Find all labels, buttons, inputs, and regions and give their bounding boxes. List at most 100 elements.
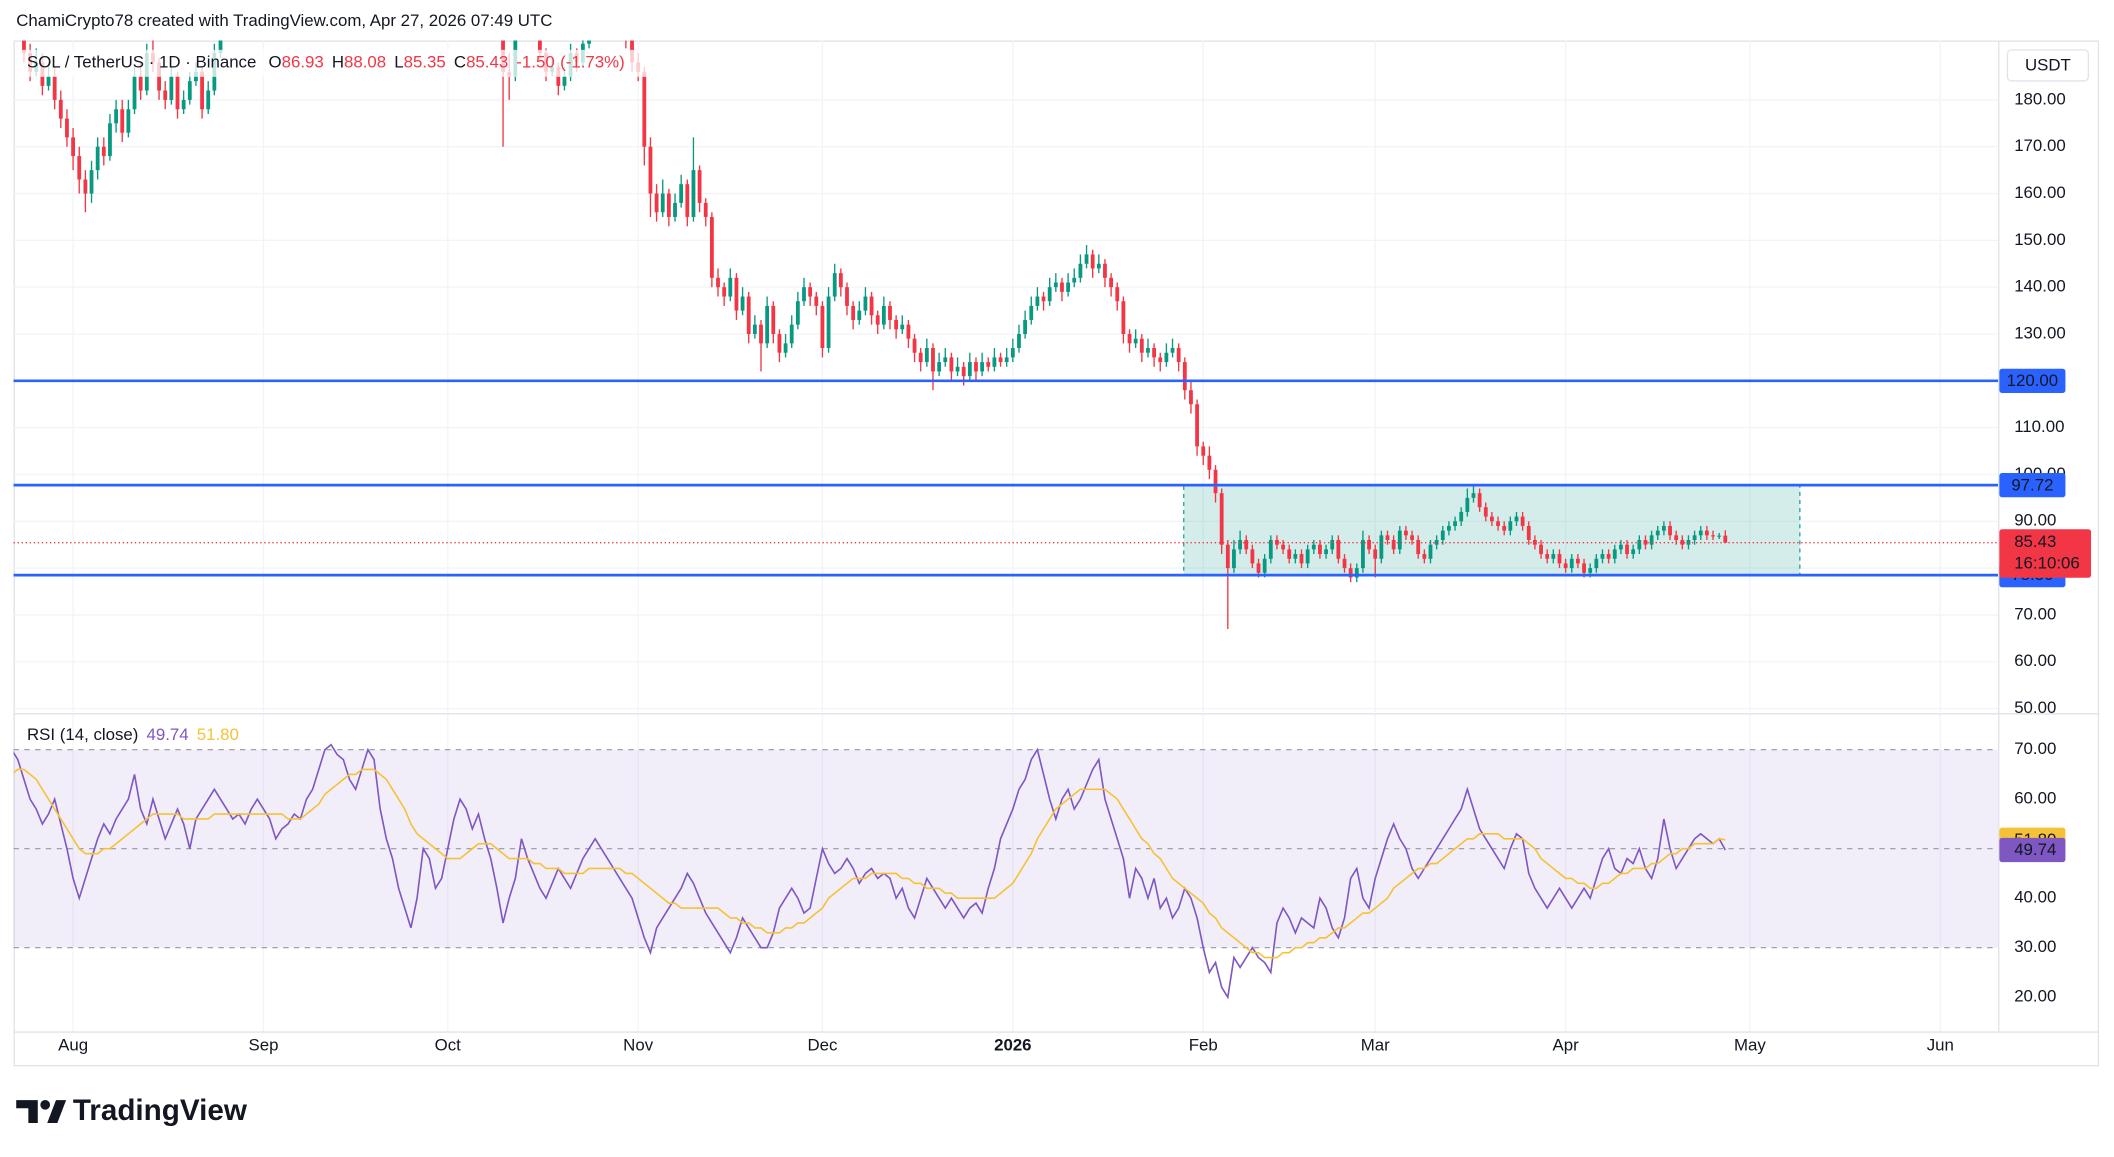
candle-body [1612,549,1617,559]
attribution: ChamiCrypto78 created with TradingView.c… [16,11,552,30]
logo-t [16,1100,38,1124]
candle-body [1287,549,1292,559]
candle-body [1109,277,1114,288]
x-tick-label: Dec [807,1036,837,1055]
candle-body [1447,525,1451,531]
candle-body [1164,352,1169,363]
x-tick-label: Mar [1361,1036,1390,1055]
candle-body [1133,338,1138,344]
candle-body [691,170,696,217]
rsi-tick-label: 40.00 [2014,888,2056,907]
candle-body [900,324,905,330]
candle-body [1698,530,1703,536]
candle-body [1293,554,1298,559]
candle-body [1465,497,1470,512]
candle-body [1704,530,1709,536]
candle-body [881,305,886,325]
currency-button[interactable] [2006,49,2090,82]
change-pct: (-1.73%) [560,53,625,72]
candle-body [1385,535,1390,541]
candle-body [1195,404,1199,447]
candle-body [1496,521,1500,526]
candle-body [1053,282,1058,288]
candle-body [1643,540,1648,545]
candle-body [1238,540,1242,550]
candle-body [1618,544,1623,550]
candle-body [1268,540,1273,559]
candle-body [814,296,819,306]
candle-body [1539,544,1543,555]
candle-body [1305,549,1310,564]
candle-body [1649,535,1654,545]
candle-body [1692,535,1697,541]
level-label-box [1999,473,2066,498]
candle-body [845,287,849,306]
chart-frame [13,40,2100,1067]
candle-body [1250,549,1255,564]
candle-body [1391,540,1396,550]
candle-body [52,76,57,100]
rsi-legend-value: 51.80 [197,726,239,745]
candle-body [777,334,782,353]
change: -1.50 [516,53,554,72]
x-tick-label: Nov [623,1036,654,1055]
candle-body [1035,296,1040,306]
candle-body [1373,549,1378,559]
candle-body [1723,535,1728,543]
candle-body [1010,348,1015,358]
ohlc-key: H [332,53,344,72]
candle-body [71,137,75,157]
candle-body [1324,549,1328,555]
candle-body [752,324,757,335]
candle-body [1311,544,1316,550]
candle-body [832,273,837,297]
candle-body [1017,334,1021,349]
candle-body [998,357,1003,363]
currency-label[interactable]: USDT [2025,56,2071,75]
candle-body [562,76,567,86]
candle-body [1090,254,1095,269]
candle-body [1545,554,1550,559]
grid [13,40,1999,1032]
level-label: 120.00 [2007,371,2059,390]
logo-slash [47,1100,67,1124]
rsi-value-box [1999,837,2066,863]
candle-body [697,170,702,203]
candle-body [1029,305,1034,320]
candle-body [1557,554,1562,564]
candle-body [771,305,776,335]
candle-body [709,216,714,278]
candle-body [1213,469,1218,494]
candle-body [666,193,671,217]
candle-body [89,170,94,194]
candle-body [101,146,106,157]
candle-body [1158,357,1163,363]
candle-body [175,76,180,110]
candle-body [857,310,862,320]
candle-body [587,40,591,44]
candle-body [888,305,892,320]
last-price-label: 85.43 [2014,532,2056,551]
rsi-line [13,768,1726,959]
candle-body [1318,544,1322,555]
candle-body [218,40,223,54]
candle-body [1416,540,1421,555]
x-tick-label: Apr [1553,1036,1580,1055]
level-label-box [1999,368,2066,393]
candle-body [1354,568,1359,578]
candle-body [138,76,143,91]
candle-body [114,109,118,124]
range-box [1183,484,1801,576]
candle-body [1115,287,1120,302]
candle-body [1066,282,1071,292]
candle-body [1661,525,1666,531]
candle-body [1434,540,1439,545]
candle-body [722,287,727,297]
candle-body [986,362,991,367]
logo-dot [40,1099,51,1110]
candle-body [1717,535,1722,537]
candle-body [1576,558,1580,564]
